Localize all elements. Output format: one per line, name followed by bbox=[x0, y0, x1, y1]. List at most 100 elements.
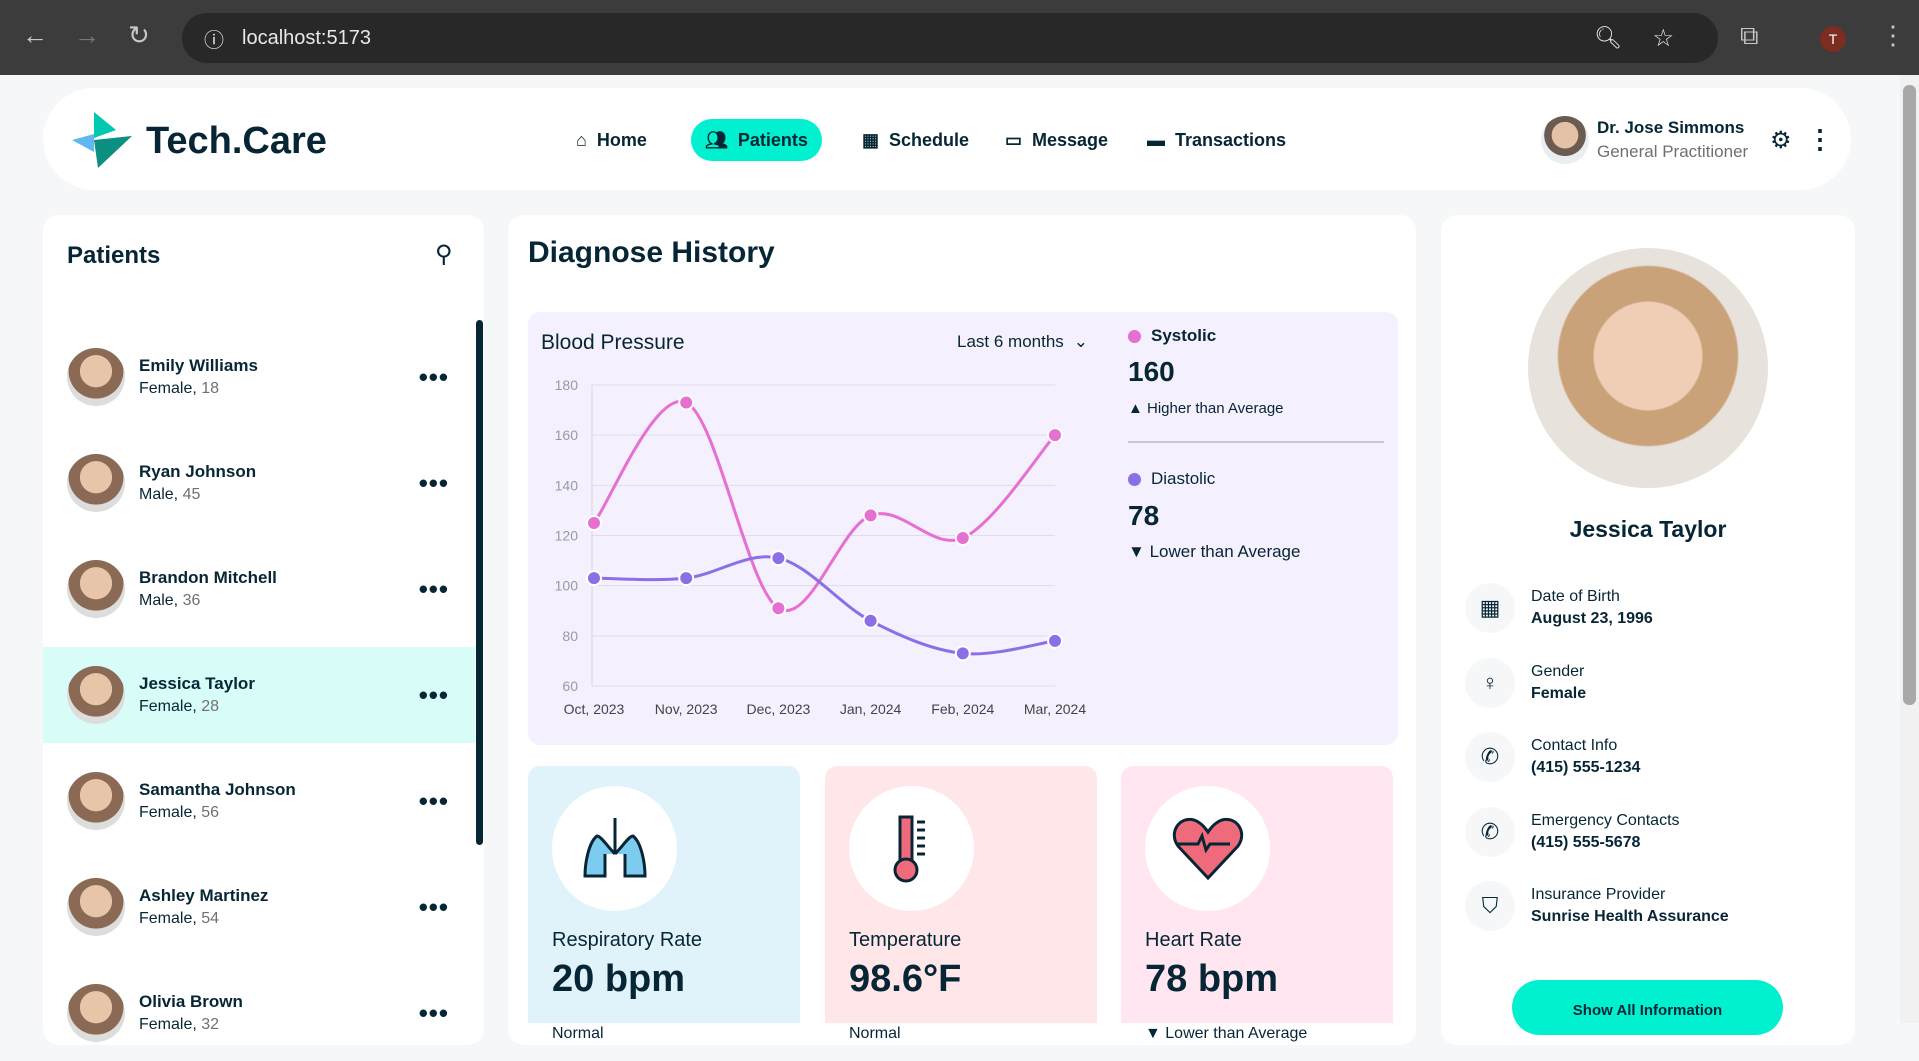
y-tick-label: 80 bbox=[562, 628, 578, 644]
diastolic-point bbox=[770, 550, 787, 567]
vital-value: 78 bpm bbox=[1145, 958, 1279, 1000]
more-horizontal-icon[interactable]: ••• bbox=[418, 573, 449, 604]
info-label: Date of Birth bbox=[1531, 588, 1620, 605]
nav-label: Schedule bbox=[889, 129, 970, 150]
menu-icon[interactable]: ⋮ bbox=[1880, 20, 1906, 50]
nav-schedule[interactable]: ▦ Schedule bbox=[848, 119, 983, 161]
page-scrollbar[interactable] bbox=[1900, 75, 1919, 1023]
systolic-status: ▲ Higher than Average bbox=[1128, 400, 1284, 417]
more-horizontal-icon[interactable]: ••• bbox=[418, 467, 449, 498]
blood-pressure-card bbox=[528, 312, 1398, 745]
bp-chart: 180 160 140 120 100 80 60 Oct, 2023 Nov, 2023 Dec… bbox=[555, 377, 1087, 717]
vital-label: Temperature bbox=[849, 929, 962, 951]
diastolic-point bbox=[586, 570, 602, 587]
info-row: ✆ Emergency Contacts (415) 555-5678 bbox=[1465, 806, 1680, 857]
chat-icon: ▭ bbox=[1005, 129, 1023, 150]
nav-label: Message bbox=[1032, 129, 1109, 150]
x-tick-label: Jan, 2024 bbox=[840, 701, 902, 717]
legend-systolic: Systolic bbox=[1128, 326, 1216, 346]
patients-scrollbar[interactable] bbox=[476, 320, 483, 845]
nav-home[interactable]: ⌂ Home bbox=[562, 119, 661, 161]
y-tick-label: 120 bbox=[555, 528, 579, 544]
vital-status: Normal bbox=[849, 1025, 901, 1042]
patient-photo bbox=[1528, 248, 1768, 488]
arrow-up-icon: ▲ bbox=[1128, 400, 1148, 417]
show-all-information-button[interactable]: Show All Information bbox=[1512, 980, 1783, 1035]
nav-transactions[interactable]: ▬ Transactions bbox=[1133, 119, 1300, 161]
patient-gender: Male, bbox=[139, 592, 179, 609]
patient-avatar bbox=[67, 772, 125, 830]
lungs-icon bbox=[552, 786, 677, 911]
patient-age: 54 bbox=[201, 910, 220, 927]
more-vertical-icon[interactable]: ⋮ bbox=[1807, 124, 1833, 154]
legend-label: Systolic bbox=[1151, 326, 1217, 345]
more-horizontal-icon[interactable]: ••• bbox=[418, 361, 449, 392]
x-tick-label: Dec, 2023 bbox=[746, 701, 810, 717]
diastolic-point bbox=[954, 645, 971, 662]
range-dropdown[interactable]: Last 6 months ⌄ bbox=[957, 332, 1088, 352]
legend-label: Diastolic bbox=[1151, 469, 1216, 488]
x-tick-label: Feb, 2024 bbox=[931, 701, 994, 717]
more-horizontal-icon[interactable]: ••• bbox=[418, 891, 449, 922]
vital-temperature: Temperature 98.6°F Normal bbox=[825, 766, 1097, 1042]
info-value: (415) 555-5678 bbox=[1531, 833, 1641, 851]
star-icon[interactable]: ☆ bbox=[1652, 24, 1674, 52]
patient-name: Jessica Taylor bbox=[1569, 516, 1727, 542]
info-icon[interactable]: ⓘ bbox=[204, 29, 224, 52]
patient-name: Olivia Brown bbox=[139, 992, 243, 1011]
logo-text: Tech.Care bbox=[146, 120, 327, 162]
patient-row[interactable]: Olivia Brown Female, 32 ••• bbox=[43, 965, 475, 1061]
legend-divider bbox=[1128, 441, 1384, 443]
heart-icon bbox=[1145, 786, 1270, 911]
info-label: Insurance Provider bbox=[1531, 886, 1666, 903]
vital-label: Heart Rate bbox=[1145, 929, 1242, 951]
patient-row[interactable]: Brandon Mitchell Male, 36 ••• bbox=[43, 541, 475, 637]
search-icon[interactable]: ⚲ bbox=[435, 241, 453, 268]
info-label: Gender bbox=[1531, 662, 1585, 680]
nav-message[interactable]: ▭ Message bbox=[991, 119, 1122, 161]
back-icon[interactable]: ← bbox=[22, 20, 48, 50]
patient-avatar bbox=[67, 878, 125, 936]
info-row: ♀ Gender Female bbox=[1465, 657, 1587, 708]
extensions-icon[interactable]: ⧉ bbox=[1740, 20, 1759, 50]
patient-row[interactable]: Samantha Johnson Female, 56 ••• bbox=[43, 753, 475, 849]
reload-icon[interactable]: ↻ bbox=[128, 20, 150, 50]
address-bar[interactable]: ⓘ localhost:5173 🔍︎ ☆ bbox=[182, 13, 1718, 63]
zoom-icon[interactable]: 🔍︎ bbox=[1594, 25, 1622, 50]
info-value: Female bbox=[1531, 684, 1587, 702]
arrow-down-icon: ▼ bbox=[1128, 542, 1150, 561]
systolic-value: 160 bbox=[1128, 356, 1175, 387]
patient-row[interactable]: Emily Williams Female, 18 ••• bbox=[43, 329, 475, 425]
patients-title: Patients bbox=[67, 242, 161, 269]
patient-name: Ashley Martinez bbox=[139, 886, 269, 905]
vital-value: 98.6°F bbox=[849, 958, 962, 1000]
patient-name: Brandon Mitchell bbox=[139, 568, 277, 587]
calendar-icon: ▦ bbox=[862, 129, 880, 150]
female-icon: ♀ bbox=[1465, 657, 1515, 708]
info-row: ▦ Date of Birth August 23, 1996 bbox=[1465, 583, 1653, 633]
info-label: Emergency Contacts bbox=[1531, 811, 1680, 829]
patient-row[interactable]: Ashley Martinez Female, 54 ••• bbox=[43, 859, 475, 955]
doctor-avatar[interactable] bbox=[1541, 116, 1589, 164]
patient-avatar bbox=[67, 666, 125, 724]
profile-avatar[interactable]: T bbox=[1820, 26, 1846, 52]
nav-patients[interactable]: 👥︎ Patients bbox=[691, 119, 822, 161]
patient-age: 45 bbox=[182, 486, 201, 503]
forward-icon[interactable]: → bbox=[74, 20, 100, 50]
systolic-point bbox=[1047, 427, 1063, 444]
patient-row[interactable]: Jessica Taylor Female, 28 ••• bbox=[43, 647, 475, 743]
more-horizontal-icon[interactable]: ••• bbox=[418, 785, 449, 816]
diastolic-status: ▼ Lower than Average bbox=[1128, 542, 1300, 562]
patient-gender: Female, bbox=[139, 804, 197, 821]
patient-row[interactable]: Ryan Johnson Male, 45 ••• bbox=[43, 435, 475, 531]
vital-value: 20 bpm bbox=[552, 958, 686, 1000]
more-horizontal-icon[interactable]: ••• bbox=[418, 679, 449, 710]
patient-age: 32 bbox=[201, 1016, 220, 1033]
systolic-point bbox=[862, 507, 879, 524]
settings-icon[interactable]: ⚙ bbox=[1770, 127, 1792, 154]
patient-age: 18 bbox=[201, 380, 220, 397]
phone-icon: ✆ bbox=[1465, 806, 1515, 857]
more-horizontal-icon[interactable]: ••• bbox=[418, 997, 449, 1028]
doctor-name: Dr. Jose Simmons bbox=[1597, 118, 1745, 137]
systolic-point bbox=[678, 394, 695, 411]
